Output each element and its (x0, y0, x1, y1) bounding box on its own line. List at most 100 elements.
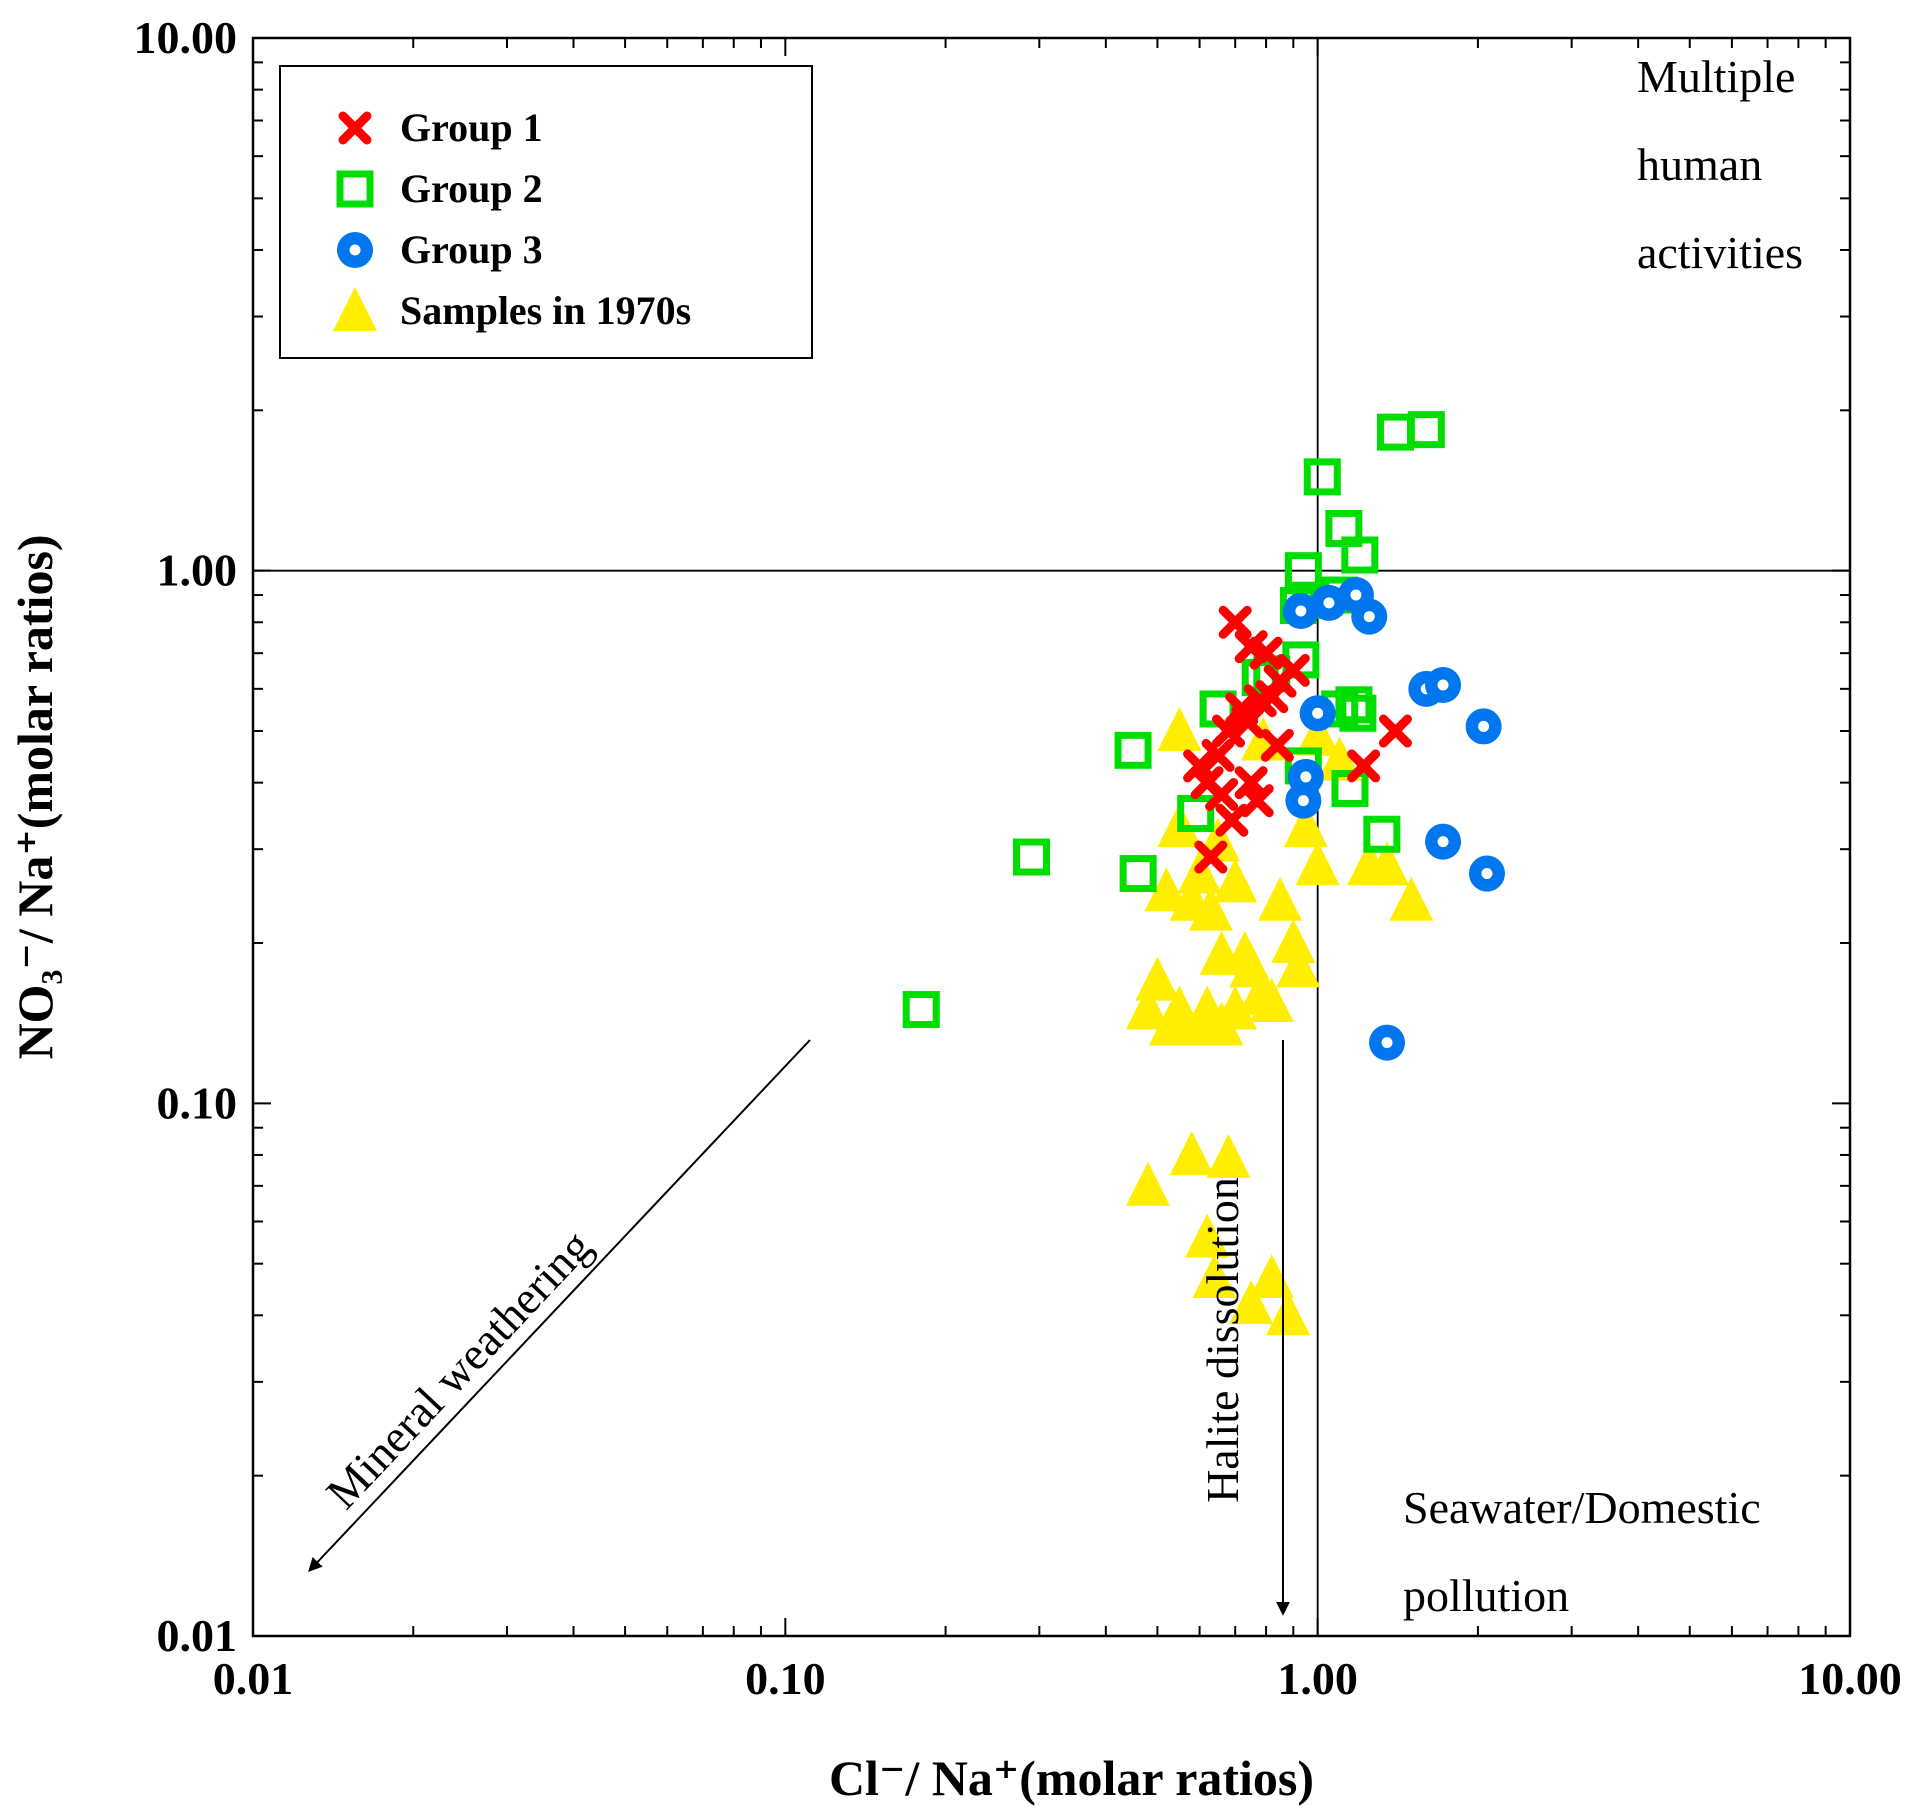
x-tick-label: 0.10 (745, 1653, 826, 1704)
data-point (1271, 918, 1316, 963)
annotation-multiple-human-activities: human (1637, 139, 1762, 190)
data-point (1260, 728, 1294, 762)
series-group-3 (1282, 577, 1505, 1061)
data-point (1169, 1130, 1214, 1175)
x-stroke (1347, 749, 1381, 783)
data-point (1351, 598, 1388, 635)
data-point (1148, 1001, 1193, 1046)
data-point (1341, 536, 1379, 574)
legend-marker (338, 111, 372, 145)
data-point (1157, 707, 1202, 752)
data-point (1201, 738, 1235, 772)
data-point (1303, 458, 1341, 496)
data-point (1369, 1024, 1406, 1061)
y-tick-label: 1.00 (157, 545, 238, 596)
data-point (1215, 803, 1249, 837)
data-point (1347, 749, 1381, 783)
x-tick-label: 10.00 (1798, 1653, 1902, 1704)
data-point (1199, 1001, 1244, 1046)
legend-label: Samples in 1970s (400, 288, 691, 333)
x-stroke (1255, 680, 1289, 714)
data-point (1119, 855, 1157, 893)
x-stroke (1183, 749, 1217, 783)
data-point (1114, 731, 1152, 769)
data-point (1295, 711, 1340, 756)
data-point (1378, 714, 1412, 748)
x-stroke (1260, 728, 1294, 762)
circle-inner (1437, 679, 1449, 691)
annotation-mineral-weathering: Mineral weathering (316, 1220, 601, 1518)
data-point (1206, 1133, 1251, 1178)
data-point (1249, 977, 1294, 1022)
y-axis-title: NO₃⁻/ Na⁺(molar ratios) (7, 534, 63, 1059)
data-point (1339, 694, 1377, 732)
circle-inner (1437, 836, 1449, 848)
data-point (1468, 855, 1505, 892)
circle-inner (1350, 589, 1362, 601)
circle-inner (1297, 795, 1309, 807)
x-tick-label: 1.00 (1277, 1653, 1358, 1704)
data-point (1310, 584, 1347, 621)
data-point (1299, 695, 1336, 732)
legend-label: Group 3 (400, 227, 543, 272)
data-point (1212, 714, 1246, 748)
data-point (1282, 593, 1319, 630)
y-tick-label: 0.10 (157, 1077, 238, 1128)
x-stroke (1240, 784, 1274, 818)
data-point (1407, 411, 1445, 449)
data-point (1229, 1280, 1274, 1325)
data-point (1231, 705, 1265, 739)
annotation-multiple-human-activities: activities (1637, 227, 1803, 278)
circle-inner (1300, 771, 1312, 783)
circle-inner (1312, 707, 1324, 719)
data-point (1125, 985, 1170, 1030)
data-point (1335, 686, 1373, 724)
data-point (1376, 413, 1414, 451)
data-point (1012, 838, 1050, 876)
circle-inner (1363, 611, 1375, 623)
data-point (1317, 736, 1362, 781)
x-stroke (338, 111, 372, 145)
x-stroke (1212, 714, 1246, 748)
data-point (1295, 841, 1340, 886)
x-stroke (1218, 605, 1252, 639)
legend-marker (337, 232, 373, 268)
plot-frame (251, 36, 1852, 1638)
circle-inner (1381, 1037, 1393, 1049)
data-point (1194, 840, 1228, 874)
data-point (1258, 876, 1303, 921)
data-point (1213, 858, 1258, 903)
legend: Group 1 Group 2 Group 3 Samples in 1970s (279, 65, 813, 359)
data-point (1135, 956, 1180, 1001)
data-point (1425, 823, 1462, 860)
x-stroke (1276, 653, 1310, 687)
data-point (1365, 841, 1410, 886)
x-stroke (1201, 738, 1235, 772)
data-points (902, 411, 1505, 1336)
circle-inner (349, 244, 361, 256)
circle-inner (1478, 720, 1490, 732)
data-point (1283, 803, 1328, 848)
annotation-seawater-domestic-pollution: pollution (1403, 1570, 1569, 1621)
circle-inner (1323, 597, 1335, 609)
x-stroke (1225, 692, 1259, 726)
data-point (1240, 784, 1274, 818)
x-stroke (1234, 630, 1268, 664)
x-stroke (1194, 840, 1228, 874)
data-point (1205, 778, 1239, 812)
x-stroke (1215, 803, 1249, 837)
annotation-halite-dissolution: Halite dissolution (1197, 1177, 1248, 1503)
data-point (1185, 1213, 1230, 1258)
data-point (902, 991, 940, 1029)
annotation-multiple-human-activities: Multiple (1637, 51, 1795, 102)
x-stroke (1249, 636, 1283, 670)
tick-labels: 0.01 0.10 1.00 10.00 0.01 0.10 1.00 10.00 (134, 12, 1902, 1704)
data-point (1255, 680, 1289, 714)
data-point (1276, 653, 1310, 687)
data-point (1125, 1161, 1170, 1206)
y-tick-label: 0.01 (157, 1610, 238, 1661)
x-stroke (1231, 705, 1265, 739)
data-point (1144, 867, 1189, 912)
data-point (1285, 782, 1322, 819)
